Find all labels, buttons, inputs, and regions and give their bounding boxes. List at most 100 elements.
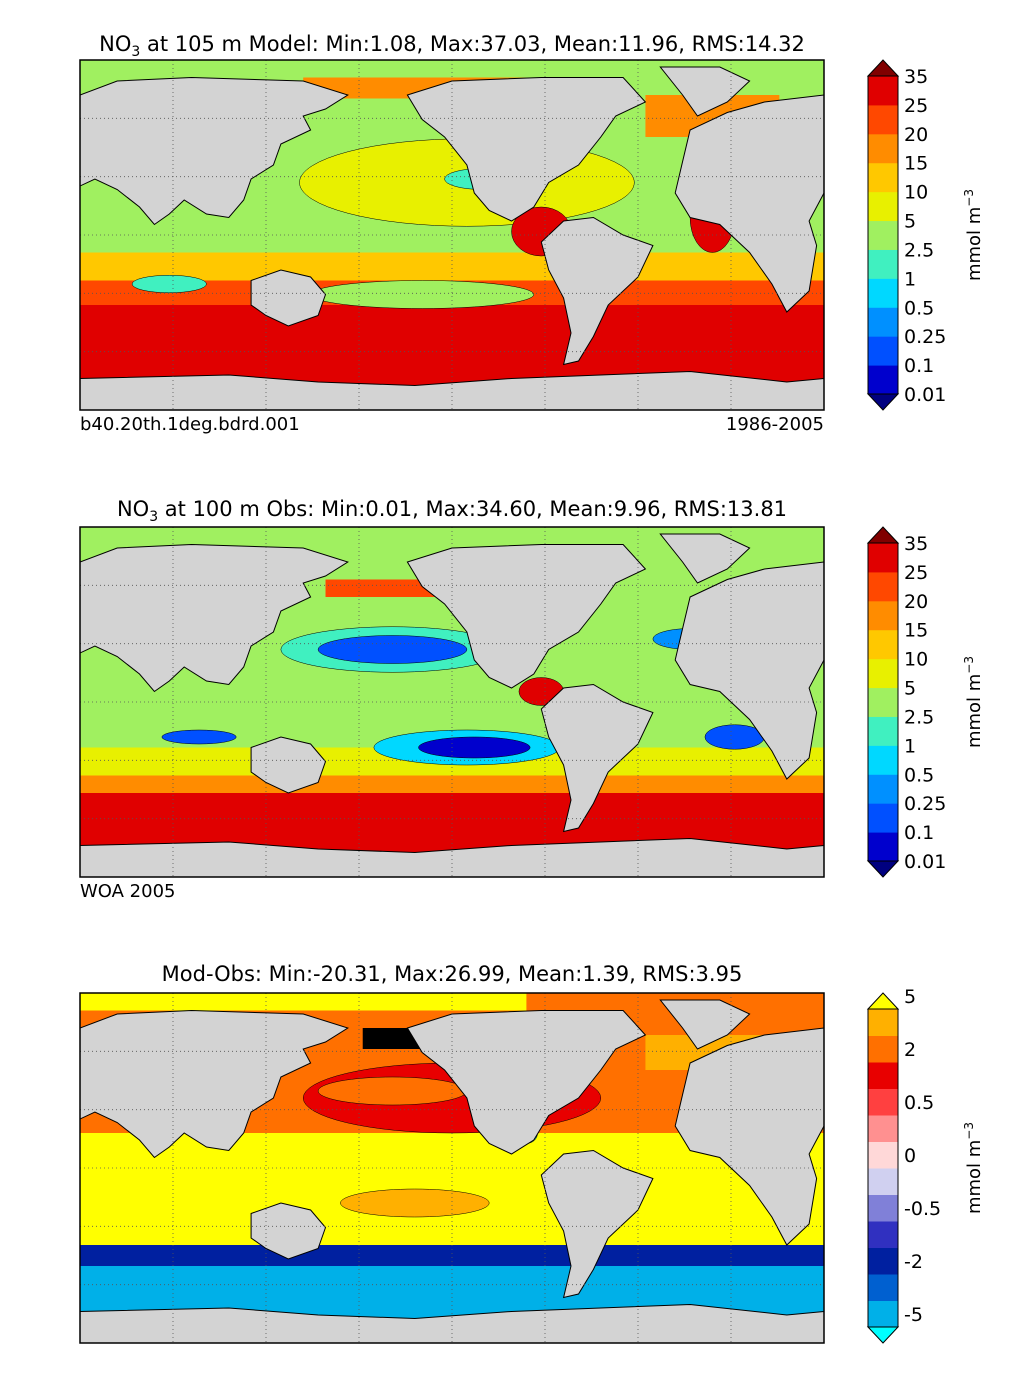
- south-pacific-warm: [340, 1188, 490, 1218]
- colorbar-tick-label: 2: [904, 1039, 916, 1061]
- colorbar-segment: [868, 716, 898, 746]
- australia: [250, 269, 327, 327]
- asia-europe-landmass: [80, 76, 349, 226]
- panel-2-title: NO3 at 100 m Obs: Min:0.01, Max:34.60, M…: [117, 497, 787, 525]
- colorbar-segment: [868, 307, 898, 337]
- colorbar-min-arrow: [866, 860, 900, 878]
- colorbar-segment: [868, 365, 898, 395]
- greenland: [659, 533, 751, 584]
- colorbar-unit-label: mmol m−3: [962, 189, 985, 281]
- colorbar-max-arrow: [866, 59, 900, 77]
- colorbar-tick-label: -0.5: [904, 1198, 941, 1220]
- south-america: [540, 683, 654, 833]
- colorbar-tick-label: 35: [904, 533, 928, 555]
- colorbar: 0.01 0.1 0.25 0.5 1 2.5 5 10 15 20 25 35 mmol m−3: [866, 59, 985, 411]
- colorbar-tick-label: -2: [904, 1251, 923, 1273]
- panel-3: Mod-Obs: Min:-20.31, Max:26.99, Mean:1.3…: [79, 962, 985, 1344]
- colorbar-segment: [868, 600, 898, 631]
- colorbar-tick-label: 0.5: [904, 1092, 934, 1114]
- colorbar-tick-label: 5: [904, 211, 916, 233]
- colorbar-segment: [868, 1194, 898, 1222]
- colorbar-frame: [867, 75, 899, 395]
- africa-europe: [674, 94, 824, 313]
- colorbar-tick-label: 15: [904, 153, 928, 175]
- australia: [250, 736, 327, 794]
- australia: [250, 1202, 327, 1260]
- colorbar-max-arrow: [866, 526, 900, 544]
- colorbar-tick-label: 0.5: [904, 297, 934, 319]
- south-pacific-core: [310, 280, 535, 309]
- colorbar-unit-label: mmol m−3: [962, 656, 985, 748]
- north-america: [406, 77, 647, 222]
- colorbar-tick-label: 10: [904, 182, 928, 204]
- panel-1-map: [80, 60, 824, 410]
- colorbar-tick-label: 35: [904, 66, 928, 88]
- colorbar-tick-label: 0.25: [904, 326, 946, 348]
- indian-core: [161, 729, 237, 745]
- subtropical-south-band: [80, 252, 824, 281]
- map-frame: [79, 526, 825, 878]
- colorbar-segment: [868, 687, 898, 717]
- colorbar-segment: [868, 1247, 898, 1275]
- north-pacific-warm: [317, 1076, 468, 1106]
- colorbar-segment: [868, 220, 898, 250]
- colorbar-segment: [868, 191, 898, 222]
- colorbar-segment: [868, 832, 898, 862]
- panel-1: NO3 at 105 m Model: Min:1.08, Max:37.03,…: [79, 32, 985, 435]
- asia-europe-landmass: [80, 1009, 349, 1159]
- colorbar-max-arrow: [866, 992, 900, 1010]
- north-pacific-core: [317, 635, 468, 664]
- colorbar-segment: [868, 1115, 898, 1142]
- colorbar-tick-label: 0.01: [904, 851, 946, 873]
- colorbar-segment: [868, 803, 898, 833]
- colorbar-segment: [868, 1168, 898, 1195]
- colorbar-segment: [868, 1088, 898, 1116]
- colorbar-segment: [868, 1035, 898, 1063]
- arctic-positive: [80, 993, 527, 1011]
- colorbar-min-arrow: [866, 1326, 900, 1344]
- caption-left: WOA 2005: [80, 881, 176, 902]
- colorbar-segment: [868, 1009, 898, 1036]
- colorbar-tick-label: 10: [904, 649, 928, 671]
- colorbar: 0.01 0.1 0.25 0.5 1 2.5 5 10 15 20 25 35 mmol m−3: [866, 526, 985, 878]
- colorbar-tick-label: 0.1: [904, 355, 934, 377]
- colorbar-tick-label: 20: [904, 591, 928, 613]
- colorbar: -5 -2 -0.5 0 0.5 2 5 mmol m−3: [866, 986, 985, 1344]
- africa-europe: [674, 1027, 824, 1246]
- colorbar-segment: [868, 774, 898, 804]
- panel-2-map: [80, 527, 824, 877]
- colorbar-tick-label: 1: [904, 735, 916, 757]
- colorbar-tick-label: 0.5: [904, 764, 934, 786]
- colorbar-tick-label: -5: [904, 1304, 923, 1326]
- colorbar-tick-label: 25: [904, 562, 928, 584]
- colorbar-tick-label: 2.5: [904, 239, 934, 261]
- colorbar-segment: [868, 658, 898, 689]
- colorbar-segment: [868, 76, 898, 106]
- south-america: [540, 1149, 654, 1299]
- indian-core: [131, 275, 207, 293]
- south-america: [540, 216, 654, 366]
- north-america: [406, 1010, 647, 1155]
- panel-2: NO3 at 100 m Obs: Min:0.01, Max:34.60, M…: [79, 497, 985, 902]
- colorbar-tick-label: 2.5: [904, 706, 934, 728]
- colorbar-frame: [867, 542, 899, 862]
- colorbar-tick-label: 15: [904, 620, 928, 642]
- southern-ocean-deep: [80, 1245, 824, 1266]
- colorbar-segment: [868, 745, 898, 775]
- colorbar-tick-label: 0: [904, 1145, 916, 1167]
- africa-europe: [674, 561, 824, 780]
- colorbar-segment: [868, 629, 898, 660]
- colorbar-unit-label: mmol m−3: [962, 1122, 985, 1214]
- colorbar-tick-label: 1: [904, 268, 916, 290]
- south-pacific-core: [418, 736, 531, 759]
- colorbar-tick-label: 20: [904, 124, 928, 146]
- colorbar-frame: [867, 1008, 899, 1328]
- panel-3-title: Mod-Obs: Min:-20.31, Max:26.99, Mean:1.3…: [162, 962, 743, 986]
- panel-3-map: [80, 993, 824, 1343]
- colorbar-segment: [868, 1062, 898, 1089]
- colorbar-segment: [868, 1221, 898, 1248]
- map-frame: [79, 59, 825, 411]
- greenland: [659, 999, 751, 1050]
- colorbar-segment: [868, 162, 898, 193]
